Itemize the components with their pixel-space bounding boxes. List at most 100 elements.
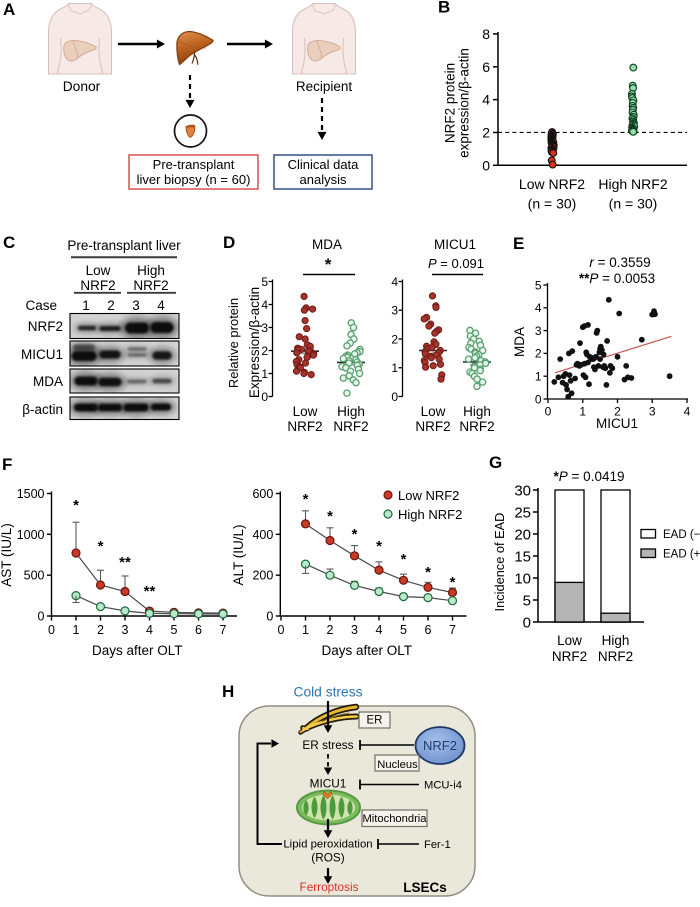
svg-text:4: 4 [261, 298, 268, 312]
svg-text:3: 3 [351, 623, 358, 637]
svg-text:4: 4 [391, 275, 398, 289]
svg-text:*: * [303, 491, 309, 508]
svg-text:Lipid peroxidation: Lipid peroxidation [283, 839, 372, 851]
svg-text:0: 0 [545, 405, 552, 419]
svg-text:3: 3 [122, 623, 129, 637]
svg-text:5: 5 [171, 623, 178, 637]
svg-text:*: * [450, 574, 456, 591]
svg-text:NRF2: NRF2 [423, 738, 457, 753]
svg-text:High: High [337, 404, 365, 419]
svg-text:Cold stress: Cold stress [293, 685, 362, 700]
svg-text:**P = 0.0053: **P = 0.0053 [579, 271, 655, 286]
svg-text:3: 3 [261, 321, 268, 335]
svg-text:Incidence of EAD: Incidence of EAD [492, 513, 507, 612]
svg-text:NRF2: NRF2 [333, 419, 368, 434]
svg-text:A: A [3, 0, 15, 19]
svg-text:2: 2 [391, 332, 398, 346]
svg-text:Low: Low [421, 404, 446, 419]
svg-text:Donor: Donor [63, 79, 101, 94]
svg-text:Case: Case [25, 298, 57, 313]
svg-text:1: 1 [391, 361, 398, 375]
svg-text:0: 0 [261, 390, 268, 404]
svg-text:5: 5 [523, 593, 531, 610]
svg-text:0: 0 [48, 623, 55, 637]
svg-text:30: 30 [514, 483, 531, 500]
svg-text:*: * [376, 538, 382, 555]
svg-text:D: D [223, 233, 235, 252]
svg-text:MICU1: MICU1 [310, 777, 347, 791]
svg-text:LSECs: LSECs [403, 880, 447, 895]
svg-text:2: 2 [97, 623, 104, 637]
svg-text:Recipient: Recipient [296, 79, 353, 94]
svg-text:10: 10 [514, 571, 531, 588]
svg-text:r = 0.3559: r = 0.3559 [589, 255, 650, 270]
svg-text:Low: Low [86, 263, 111, 278]
svg-text:H: H [222, 682, 234, 701]
svg-text:Low NRF2: Low NRF2 [519, 176, 585, 192]
svg-text:6: 6 [425, 623, 432, 637]
svg-text:NRF2: NRF2 [459, 419, 494, 434]
svg-text:1: 1 [73, 623, 80, 637]
svg-text:ER stress: ER stress [302, 738, 353, 752]
svg-text:*: * [73, 497, 79, 514]
svg-text:0: 0 [535, 392, 542, 406]
svg-text:*: * [401, 551, 407, 568]
svg-text:0: 0 [523, 615, 531, 632]
svg-text:High NRF2: High NRF2 [598, 176, 667, 192]
svg-text:High NRF2: High NRF2 [398, 507, 462, 522]
svg-text:1: 1 [302, 623, 309, 637]
svg-text:2: 2 [482, 124, 490, 140]
svg-text:P = 0.091: P = 0.091 [428, 256, 484, 271]
svg-text:*P = 0.0419: *P = 0.0419 [554, 469, 625, 484]
svg-text:6: 6 [195, 623, 202, 637]
svg-text:4: 4 [376, 623, 383, 637]
svg-text:20: 20 [514, 527, 531, 544]
svg-text:High: High [463, 404, 491, 419]
svg-text:15: 15 [514, 549, 531, 566]
svg-text:MDA: MDA [312, 237, 342, 252]
svg-text:0: 0 [482, 157, 490, 173]
svg-text:Clinical data: Clinical data [288, 157, 360, 172]
svg-text:EAD (+): EAD (+) [663, 549, 700, 561]
svg-text:NRF2: NRF2 [28, 319, 63, 334]
svg-text:600: 600 [252, 487, 273, 501]
svg-text:NRF2: NRF2 [598, 649, 633, 664]
svg-text:Ferroptosis: Ferroptosis [299, 880, 358, 894]
svg-text:1000: 1000 [17, 528, 45, 542]
svg-text:NRF2: NRF2 [133, 278, 168, 293]
svg-text:E: E [513, 234, 524, 253]
svg-text:NRF2: NRF2 [415, 419, 450, 434]
svg-text:0: 0 [278, 623, 285, 637]
svg-text:7: 7 [220, 623, 227, 637]
svg-text:G: G [489, 453, 502, 472]
svg-text:2: 2 [261, 344, 268, 358]
svg-text:**: ** [119, 554, 131, 571]
svg-text:1: 1 [535, 370, 542, 384]
svg-text:2: 2 [614, 405, 621, 419]
svg-text:NRF2: NRF2 [552, 649, 587, 664]
svg-text:*: * [327, 508, 333, 525]
svg-text:High: High [137, 263, 165, 278]
svg-text:3: 3 [535, 324, 542, 338]
svg-text:5: 5 [261, 275, 268, 289]
svg-text:β-actin: β-actin [22, 402, 63, 417]
svg-text:C: C [3, 233, 15, 252]
svg-text:3: 3 [649, 405, 656, 419]
svg-text:B: B [438, 0, 450, 17]
svg-text:6: 6 [482, 59, 490, 75]
svg-text:(ROS): (ROS) [311, 851, 344, 865]
svg-text:*: * [425, 564, 431, 581]
svg-text:MICU1: MICU1 [434, 237, 476, 252]
svg-text:1500: 1500 [17, 487, 45, 501]
svg-text:liver biopsy (n = 60): liver biopsy (n = 60) [137, 172, 251, 187]
svg-text:*: * [98, 538, 104, 555]
svg-text:Nucleus: Nucleus [377, 759, 418, 771]
svg-text:(n = 30): (n = 30) [528, 196, 577, 212]
svg-text:Pre-transplant liver: Pre-transplant liver [67, 238, 181, 253]
svg-text:MICU1: MICU1 [21, 347, 63, 362]
svg-text:MCU-i4: MCU-i4 [424, 780, 462, 792]
svg-text:Mitochondria: Mitochondria [362, 813, 427, 825]
svg-text:4: 4 [482, 92, 490, 108]
svg-text:**: ** [144, 583, 156, 600]
svg-text:3: 3 [132, 298, 140, 313]
